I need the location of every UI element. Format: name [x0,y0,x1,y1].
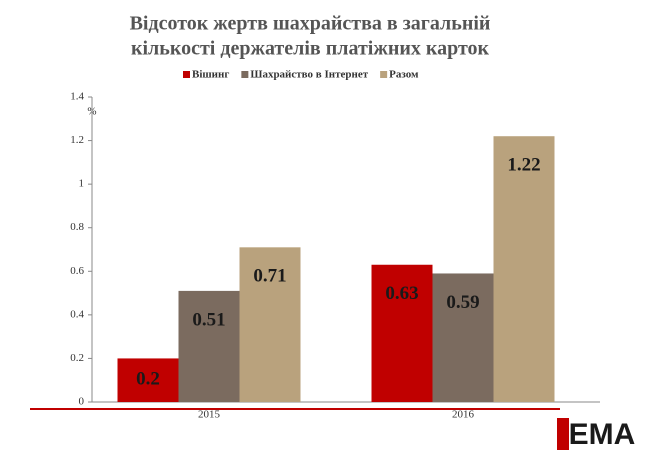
legend-swatch [183,71,190,78]
x-tick-label: 2016 [452,409,475,421]
y-tick-label: 0.8 [70,221,84,233]
logo-text: EMA [569,418,636,451]
data-label: 0.2 [136,369,160,390]
bar [432,273,494,402]
data-label: 0.51 [192,309,225,330]
legend-label: Вішинг [192,69,229,81]
data-label: 0.63 [385,283,418,304]
bar [493,136,555,402]
y-tick-label: 0.2 [70,352,84,364]
y-tick-label: 0.6 [70,265,84,277]
legend-label: Разом [389,69,419,81]
bar [178,290,240,402]
bar [239,247,301,402]
logo-mark [557,418,569,450]
y-tick-label: 1 [79,178,85,190]
bar [371,264,433,402]
chart-title: Відсоток жертв шахрайства в загальній [130,13,491,35]
logo: EMA [557,418,635,451]
y-tick-label: 1.4 [70,91,84,103]
y-tick-label: 1.2 [70,134,84,146]
y-tick-label: 0 [79,396,85,408]
data-label: 0.59 [446,292,479,313]
data-label: 0.71 [253,266,286,287]
chart-title: кількості держателів платіжних карток [131,38,490,60]
y-tick-label: 0.4 [70,308,84,320]
data-label: 1.22 [507,155,540,176]
bar [117,358,179,402]
x-tick-label: 2015 [198,409,221,421]
legend-label: Шахрайство в Інтернет [250,69,368,81]
legend-swatch [380,71,388,78]
legend-swatch [241,71,249,78]
